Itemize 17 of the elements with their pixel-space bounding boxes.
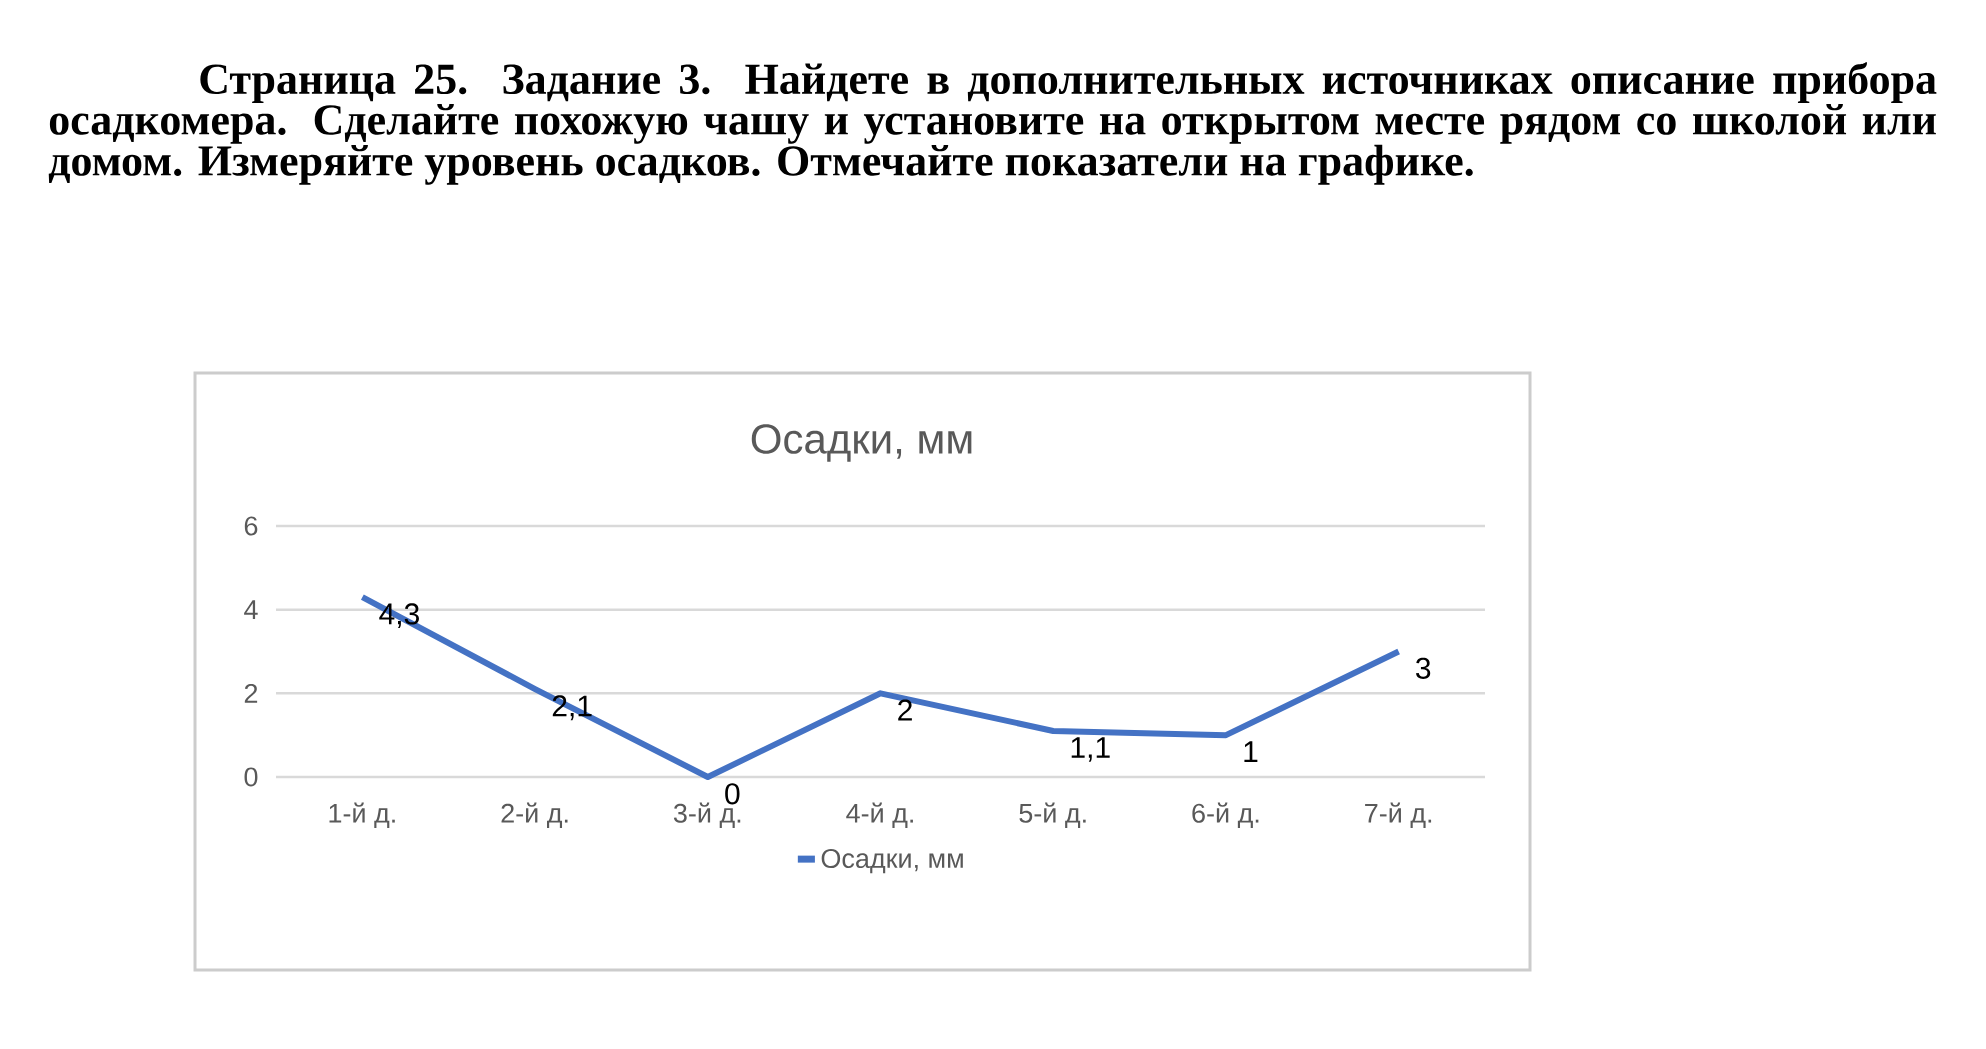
data-label: 1,1 [1071, 737, 1110, 762]
y-tick-label: 2 [244, 683, 258, 703]
x-tick-label: 1-й д. [329, 802, 395, 828]
data-label: 1 [1244, 741, 1258, 762]
y-tick-label: 6 [244, 516, 258, 536]
y-tick-label: 0 [244, 767, 258, 787]
y-tick-label: 4 [244, 600, 258, 619]
chart-title: Осадки, мм [751, 424, 972, 462]
legend-label: Осадки, мм [821, 848, 963, 874]
data-label: 3 [1416, 657, 1431, 679]
x-tick-label: 5-й д. [1019, 802, 1086, 828]
x-tick-label: 7-й д. [1365, 802, 1432, 828]
text: Страница 25. Задание 3. Найдете в дополнительных источниках описание прибора осадкомера. Сделайте похожую чашу и установите на открытом месте рядом со школой или домом. Измеряйте уровень осадков. Отмечайте показатели на графике. [48, 62, 1937, 185]
x-tick-label: 4-й д. [846, 802, 913, 828]
x-tick-label: 2-й д. [501, 802, 568, 828]
data-label: 2 [898, 699, 912, 721]
x-tick-label: 6-й д. [1192, 802, 1259, 828]
